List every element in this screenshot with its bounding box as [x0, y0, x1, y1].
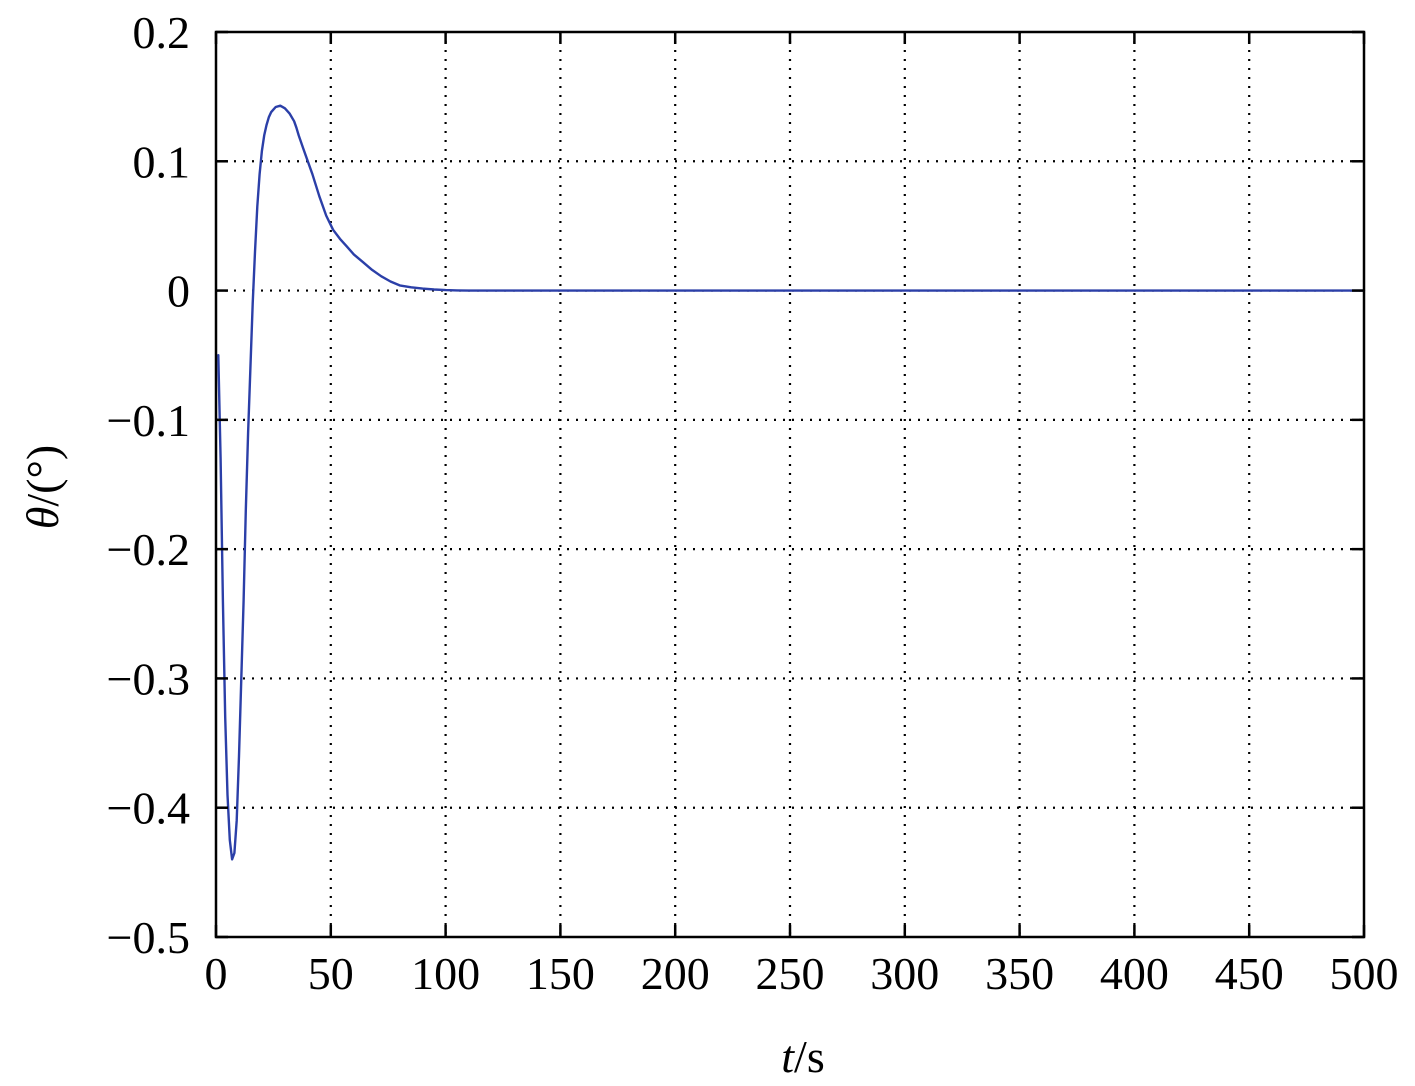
x-tick-labels: 0 50 100 150 200 250 300 350 400 450 500 [205, 948, 1399, 999]
y-tick-label: −0.1 [107, 395, 190, 446]
y-axis-variable: θ [17, 507, 68, 530]
y-tick-label: −0.4 [107, 783, 190, 834]
x-tick-label: 300 [870, 948, 939, 999]
x-tick-label: 250 [756, 948, 825, 999]
x-axis-variable: t [781, 1031, 795, 1082]
y-axis-label: θ/(°) [17, 445, 68, 529]
y-tick-label: 0.1 [133, 136, 191, 187]
grid [216, 32, 1364, 937]
y-tick-labels: 0.2 0.1 0 −0.1 −0.2 −0.3 −0.4 −0.5 [107, 7, 190, 963]
ticks [214, 30, 1366, 939]
x-axis-label: t/s [781, 1031, 824, 1082]
x-tick-label: 0 [205, 948, 228, 999]
series-line [217, 104, 1366, 861]
x-tick-label: 150 [526, 948, 595, 999]
x-tick-label: 350 [985, 948, 1054, 999]
series-layer [217, 104, 1366, 861]
y-tick-label: 0 [167, 266, 190, 317]
y-tick-label: −0.2 [107, 524, 190, 575]
y-axis-unit: /(°) [17, 445, 68, 507]
y-tick-label: −0.3 [107, 653, 190, 704]
y-tick-label: 0.2 [133, 7, 191, 58]
x-tick-label: 100 [411, 948, 480, 999]
x-tick-label: 50 [308, 948, 354, 999]
x-tick-label: 400 [1100, 948, 1169, 999]
x-tick-label: 450 [1215, 948, 1284, 999]
x-axis-unit: /s [794, 1031, 825, 1082]
y-tick-label: −0.5 [107, 912, 190, 963]
x-tick-label: 500 [1330, 948, 1399, 999]
x-tick-label: 200 [641, 948, 710, 999]
